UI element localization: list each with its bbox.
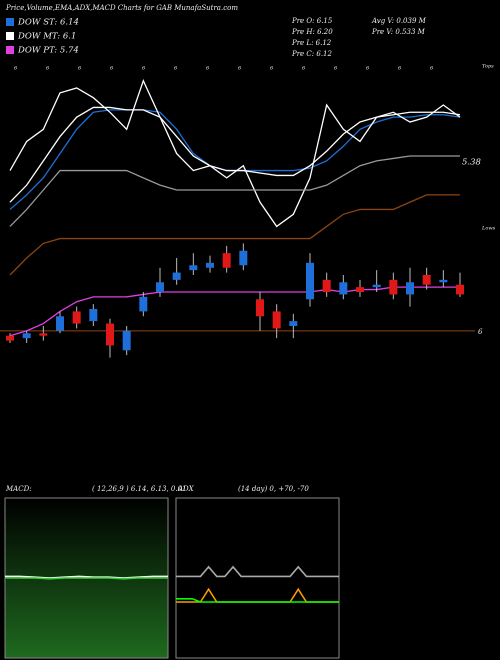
top-label: 6 <box>302 66 306 72</box>
adx-subtitle: (14 day) 0, +70, -70 <box>238 485 309 493</box>
line <box>9 109 461 210</box>
candle-body <box>322 279 331 292</box>
candle-body <box>39 333 48 336</box>
line <box>9 106 461 203</box>
top-label: 6 <box>142 66 146 72</box>
candle-body <box>206 262 214 268</box>
candle-body <box>456 284 464 295</box>
candle-body <box>222 253 231 268</box>
top-label: 6 <box>334 66 338 72</box>
info: Pre C: 6.12 <box>291 50 332 58</box>
adx-panel <box>175 497 340 659</box>
candle-body <box>239 250 248 266</box>
candle-body <box>356 287 364 292</box>
line <box>176 565 339 578</box>
legend-label: DOW ST: 6.14 <box>17 18 79 28</box>
lows-label: Lows <box>481 226 496 232</box>
candle-body <box>6 335 14 341</box>
top-label: 6 <box>238 66 242 72</box>
top-label: 6 <box>430 66 434 72</box>
candle-body <box>172 272 181 280</box>
line <box>9 155 460 227</box>
legend-swatch <box>6 46 14 54</box>
candle-body <box>439 279 448 283</box>
line <box>5 577 168 580</box>
top-label: 6 <box>14 66 18 72</box>
line <box>9 286 460 337</box>
top-label: 6 <box>46 66 50 72</box>
candle-body <box>406 282 414 295</box>
info: Pre H: 6.20 <box>291 28 333 36</box>
candle-body <box>389 279 398 295</box>
legend-label: DOW PT: 5.74 <box>17 46 79 56</box>
top-label: 6 <box>366 66 370 72</box>
candle-body <box>89 309 98 322</box>
top-label: 6 <box>110 66 114 72</box>
legend-swatch <box>6 32 14 40</box>
adx-title: ADX <box>177 485 195 493</box>
candle-body <box>56 316 64 331</box>
info: Pre O: 6.15 <box>291 17 333 25</box>
candle-body <box>422 275 431 285</box>
macd-title: MACD: <box>5 485 32 493</box>
candle-body <box>272 311 281 329</box>
legend-label: DOW MT: 6.1 <box>17 32 76 42</box>
top-label: 6 <box>174 66 178 72</box>
candle-body <box>156 282 164 292</box>
candle-body <box>189 265 198 271</box>
info: Avg V: 0.039 M <box>371 17 427 25</box>
top-label: 6 <box>78 66 82 72</box>
candle-body <box>122 330 131 351</box>
line <box>176 598 339 603</box>
info: Pre V: 0.533 M <box>371 28 426 36</box>
top-label: 6 <box>270 66 274 72</box>
candle-body <box>372 284 381 288</box>
top-label: 6 <box>206 66 210 72</box>
top-label: 6 <box>398 66 402 72</box>
candle-body <box>139 296 148 312</box>
tops-label: Tops <box>482 64 494 70</box>
chart-title: Price,Volume,EMA,ADX,MACD Charts for GAB… <box>5 4 238 12</box>
price-label: 5.38 <box>462 158 482 168</box>
right-label: 6 <box>478 328 483 336</box>
legend-swatch <box>6 18 14 26</box>
candle-body <box>106 323 114 346</box>
line <box>5 575 168 579</box>
candle-body <box>72 311 81 324</box>
info: Pre L: 6.12 <box>291 39 332 47</box>
line <box>9 194 460 276</box>
candle-body <box>22 333 31 339</box>
candle-body <box>306 262 314 300</box>
candle-body <box>339 282 348 295</box>
line <box>9 78 461 228</box>
candle-body <box>256 299 264 317</box>
macd-subtitle: ( 12,26,9 ) 6.14, 6.13, 0.01 <box>92 485 187 493</box>
candle-body <box>289 321 298 326</box>
